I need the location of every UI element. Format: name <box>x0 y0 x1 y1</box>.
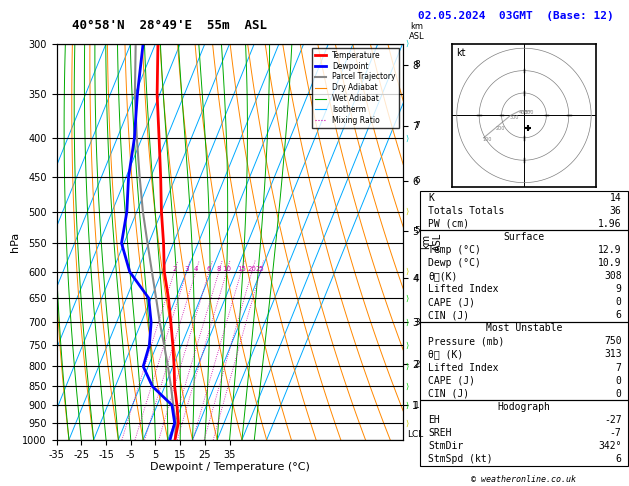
Text: K: K <box>428 192 435 203</box>
Legend: Temperature, Dewpoint, Parcel Trajectory, Dry Adiabat, Wet Adiabat, Isotherm, Mi: Temperature, Dewpoint, Parcel Trajectory… <box>311 48 399 128</box>
Text: ⟩: ⟩ <box>406 134 409 143</box>
Text: 0: 0 <box>616 376 621 385</box>
Text: 10.9: 10.9 <box>598 258 621 268</box>
Text: © weatheronline.co.uk: © weatheronline.co.uk <box>472 475 576 484</box>
Text: 400: 400 <box>518 110 528 115</box>
Text: 300: 300 <box>509 115 519 120</box>
Text: ⟩: ⟩ <box>406 208 409 216</box>
Text: ⟩: ⟩ <box>406 318 409 327</box>
Bar <box>420 191 628 230</box>
Text: km
ASL: km ASL <box>409 22 425 41</box>
Text: -7: -7 <box>610 428 621 438</box>
Text: 342°: 342° <box>598 441 621 451</box>
Text: 40°58'N  28°49'E  55m  ASL: 40°58'N 28°49'E 55m ASL <box>72 19 267 33</box>
Text: 2: 2 <box>172 266 177 272</box>
Text: kt: kt <box>457 48 466 58</box>
Text: StmDir: StmDir <box>428 441 464 451</box>
Text: ⟩: ⟩ <box>406 39 409 48</box>
Text: PW (cm): PW (cm) <box>428 219 470 229</box>
Text: Dewp (°C): Dewp (°C) <box>428 258 481 268</box>
Text: ⟩: ⟩ <box>406 362 409 371</box>
Text: 36: 36 <box>610 206 621 216</box>
Text: LCL: LCL <box>407 431 423 439</box>
Text: 9: 9 <box>616 284 621 294</box>
Text: 7: 7 <box>414 122 420 130</box>
Text: Pressure (mb): Pressure (mb) <box>428 336 505 347</box>
Text: 12.9: 12.9 <box>598 245 621 255</box>
Text: Lifted Index: Lifted Index <box>428 284 499 294</box>
X-axis label: Dewpoint / Temperature (°C): Dewpoint / Temperature (°C) <box>150 462 309 472</box>
Text: 2: 2 <box>414 360 420 369</box>
Text: 500: 500 <box>525 110 535 115</box>
Text: 1: 1 <box>414 400 420 410</box>
Text: 4: 4 <box>194 266 198 272</box>
Text: StmSpd (kt): StmSpd (kt) <box>428 454 493 464</box>
Text: CAPE (J): CAPE (J) <box>428 297 476 307</box>
Text: 100: 100 <box>482 137 492 142</box>
Text: Most Unstable: Most Unstable <box>486 323 562 333</box>
Text: CAPE (J): CAPE (J) <box>428 376 476 385</box>
Text: CIN (J): CIN (J) <box>428 310 470 320</box>
Text: ⟩: ⟩ <box>406 341 409 350</box>
Text: 1.96: 1.96 <box>598 219 621 229</box>
Text: SREH: SREH <box>428 428 452 438</box>
Text: ⟩: ⟩ <box>406 382 409 391</box>
Text: Surface: Surface <box>503 232 545 242</box>
Text: Totals Totals: Totals Totals <box>428 206 505 216</box>
Text: 3: 3 <box>414 318 420 327</box>
Text: 20: 20 <box>247 266 257 272</box>
Text: 750: 750 <box>604 336 621 347</box>
Text: 02.05.2024  03GMT  (Base: 12): 02.05.2024 03GMT (Base: 12) <box>418 11 614 21</box>
Text: 200: 200 <box>496 126 505 131</box>
Text: CIN (J): CIN (J) <box>428 389 470 399</box>
Text: ⟩: ⟩ <box>406 267 409 276</box>
Text: 313: 313 <box>604 349 621 360</box>
Text: 14: 14 <box>610 192 621 203</box>
Text: ⟩: ⟩ <box>406 294 409 303</box>
Text: 308: 308 <box>604 271 621 281</box>
Bar <box>420 400 628 466</box>
Text: 15: 15 <box>237 266 246 272</box>
Text: 4: 4 <box>414 274 420 283</box>
Text: ⟩: ⟩ <box>406 418 409 428</box>
Text: 5: 5 <box>414 226 420 235</box>
Text: 6: 6 <box>414 176 420 185</box>
Text: 6: 6 <box>616 454 621 464</box>
Text: 6: 6 <box>207 266 211 272</box>
Bar <box>420 322 628 400</box>
Text: 8: 8 <box>414 60 420 69</box>
Text: EH: EH <box>428 415 440 425</box>
Text: -27: -27 <box>604 415 621 425</box>
Y-axis label: hPa: hPa <box>9 232 19 252</box>
Text: 7: 7 <box>616 363 621 373</box>
Text: 6: 6 <box>616 310 621 320</box>
Y-axis label: km
ASL: km ASL <box>421 233 443 251</box>
Text: 25: 25 <box>256 266 265 272</box>
Text: Hodograph: Hodograph <box>498 402 550 412</box>
Text: θᴄ(K): θᴄ(K) <box>428 271 458 281</box>
Text: ⟩: ⟩ <box>406 400 409 410</box>
Text: 8: 8 <box>216 266 221 272</box>
Text: 0: 0 <box>616 297 621 307</box>
Bar <box>420 230 628 322</box>
Text: Lifted Index: Lifted Index <box>428 363 499 373</box>
Text: θᴄ (K): θᴄ (K) <box>428 349 464 360</box>
Text: 0: 0 <box>616 389 621 399</box>
Text: Temp (°C): Temp (°C) <box>428 245 481 255</box>
Text: 3: 3 <box>184 266 189 272</box>
Text: 10: 10 <box>222 266 231 272</box>
